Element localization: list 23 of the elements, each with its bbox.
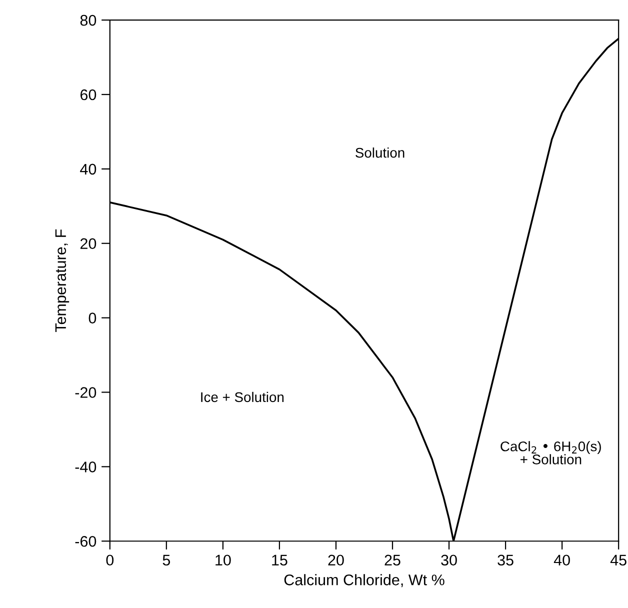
y-axis-title: Temperature, F (55, 229, 70, 332)
y-tick-label: 80 (80, 14, 96, 26)
x-tick-label: 20 (328, 554, 344, 566)
y-tick-label: -40 (75, 462, 96, 472)
x-tick-label: 15 (272, 554, 288, 566)
x-tick-label: 35 (498, 554, 514, 566)
annotation: Ice + Solution (201, 392, 284, 402)
x-tick-label: 10 (216, 554, 231, 566)
x-tick-label: 40 (554, 554, 570, 566)
y-tick-label: -20 (75, 387, 96, 398)
y-tick-label: 20 (80, 238, 96, 250)
annotation: CaCl$_{2}$ • 6H$_{2}$0(s) + Solution (500, 441, 601, 464)
y-tick-label: 60 (80, 89, 96, 100)
x-tick-label: 5 (162, 554, 170, 566)
y-tick-label: -60 (75, 536, 96, 547)
x-tick-label: 0 (106, 554, 114, 566)
x-tick-label: 30 (441, 554, 457, 566)
x-tick-label: 45 (610, 554, 626, 566)
x-tick-label: 25 (384, 554, 400, 566)
annotation: Solution (356, 148, 404, 158)
x-axis-title: Calcium Chloride, Wt % (284, 574, 444, 588)
y-tick-label: 0 (88, 312, 96, 324)
y-tick-label: 40 (80, 164, 96, 175)
